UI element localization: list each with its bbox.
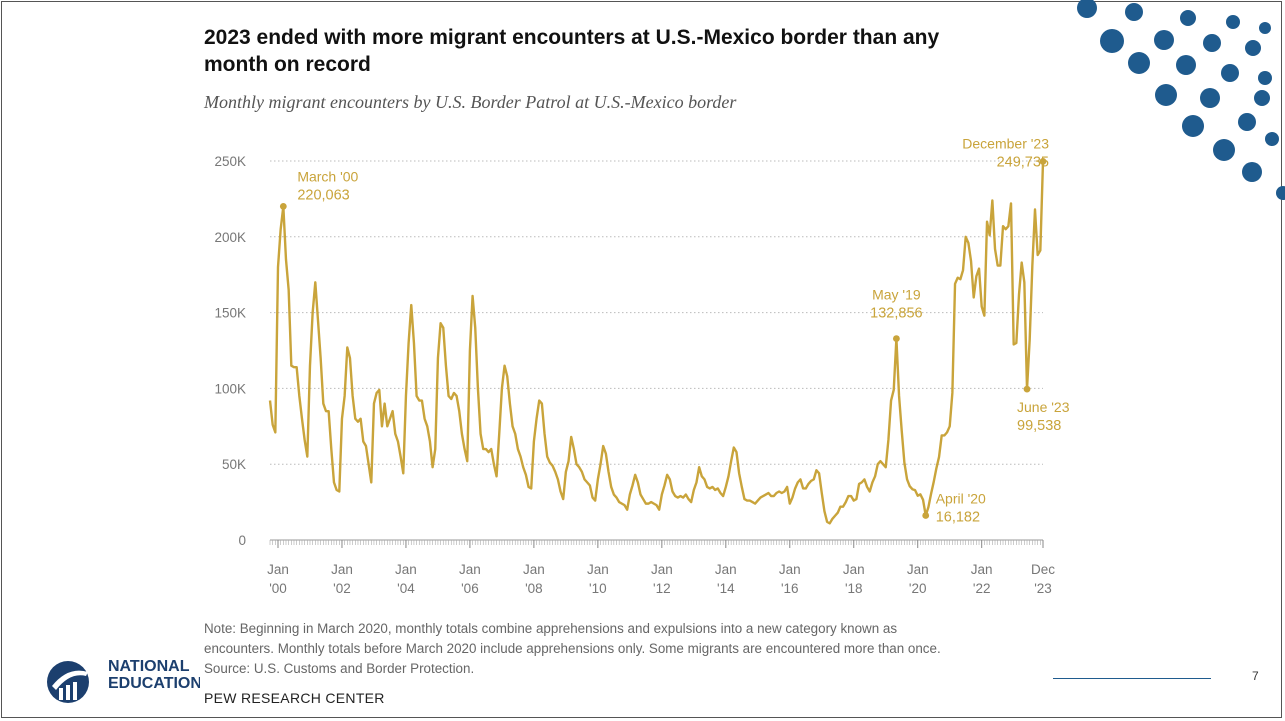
line-layer <box>268 161 1045 525</box>
decorative-dot <box>1180 10 1196 26</box>
decorative-dot <box>1182 115 1204 137</box>
decorative-dot <box>1226 15 1240 29</box>
chart-title: 2023 ended with more migrant encounters … <box>204 26 940 76</box>
annotation-value: 132,856 <box>870 306 922 322</box>
annotation-value: 249,735 <box>997 154 1049 170</box>
decorative-dot <box>1213 139 1235 161</box>
annotation-label: December '23 <box>962 135 1049 151</box>
x-tick-label: '04 <box>397 581 415 596</box>
annotation-marker <box>892 335 900 342</box>
x-tick-label: Jan <box>331 562 353 577</box>
x-tick-label: '06 <box>461 581 479 596</box>
decorative-dot <box>1254 90 1270 106</box>
annotation-label: April '20 <box>936 490 986 506</box>
x-tick-label: Jan <box>267 562 289 577</box>
x-tick-label: Dec <box>1031 562 1055 577</box>
decorative-dot <box>1125 3 1143 21</box>
axis-layer: 0 50K 100K 150K 200K 250K Jan '00 Jan '02 Jan '04 Ja… <box>214 154 1055 596</box>
x-tick-label: '08 <box>525 581 543 596</box>
source-line: Source: U.S. Customs and Border Protecti… <box>204 661 475 676</box>
torch-logo-icon <box>47 661 89 703</box>
annotation-marker <box>1039 158 1047 165</box>
annotation-marker <box>922 512 930 519</box>
decorative-dot <box>1200 88 1220 108</box>
x-tick-label: Jan <box>843 562 865 577</box>
decorative-dot <box>1242 162 1262 182</box>
x-tick-label: '20 <box>909 581 927 596</box>
footer-rule <box>1053 678 1211 679</box>
decorative-dot <box>1100 29 1124 53</box>
x-tick-label: Jan <box>779 562 801 577</box>
x-tick-label: '16 <box>781 581 799 596</box>
decorative-dot <box>1128 52 1150 74</box>
annotation-value: 220,063 <box>297 187 349 203</box>
x-tick-label: Jan <box>907 562 929 577</box>
x-tick-label: Jan <box>651 562 673 577</box>
annotation-value: 99,538 <box>1017 418 1061 434</box>
x-tick-label: Jan <box>395 562 417 577</box>
annotation-value: 16,182 <box>936 509 980 525</box>
y-tick-label: 150K <box>214 306 246 321</box>
logo-line-2: EDUCATION <box>108 675 200 692</box>
annotation-marker <box>279 202 287 210</box>
x-tick-label: '12 <box>653 581 671 596</box>
grid-layer <box>270 160 1043 465</box>
decorative-dot <box>1276 186 1285 200</box>
decorative-dot <box>1077 0 1097 18</box>
x-tick-label: '02 <box>333 581 351 596</box>
x-tick-label: '22 <box>973 581 991 596</box>
x-tick-label: '18 <box>845 581 863 596</box>
decorative-dot <box>1258 71 1272 85</box>
nea-logo: NATIONAL EDUCATION <box>46 658 201 706</box>
y-tick-label: 50K <box>222 457 246 472</box>
x-tick-label: '14 <box>717 581 735 596</box>
x-tick-label: Jan <box>715 562 737 577</box>
chart-subtitle: Monthly migrant encounters by U.S. Borde… <box>204 92 737 112</box>
x-tick-label: '10 <box>589 581 607 596</box>
decorative-dot <box>1203 34 1221 52</box>
y-tick-label: 250K <box>214 154 246 169</box>
x-tick-label: Jan <box>971 562 993 577</box>
note-line-1: Note: Beginning in March 2020, monthly t… <box>204 621 898 636</box>
decorative-dot <box>1265 132 1279 146</box>
x-tick-label: Jan <box>459 562 481 577</box>
x-tick-label: Jan <box>587 562 609 577</box>
logo-wordmark: NATIONAL EDUCATION <box>108 658 200 692</box>
decorative-dot <box>1154 30 1174 50</box>
x-tick-label: Jan <box>523 562 545 577</box>
annotation-label: March '00 <box>297 168 358 184</box>
annotation-label: May '19 <box>872 287 921 303</box>
page-number: 7 <box>1252 669 1259 683</box>
decorative-dot <box>1221 64 1239 82</box>
decorative-dot <box>1155 84 1177 106</box>
annotation-layer: March '00 220,063 May '19 132,856 April '20 1… <box>279 135 1070 525</box>
decorative-dot <box>1238 113 1256 131</box>
x-tick-label: '00 <box>269 581 287 596</box>
note-line-2: encounters. Monthly totals before March … <box>204 641 941 656</box>
decorative-dots <box>1077 0 1285 200</box>
y-tick-label: 200K <box>214 230 246 245</box>
annotation-marker <box>1023 385 1031 393</box>
line-chart: 0 50K 100K 150K 200K 250K Jan '00 Jan '02 Jan '04 Ja… <box>214 135 1070 596</box>
y-tick-label: 0 <box>238 533 246 548</box>
y-tick-label: 100K <box>214 381 246 396</box>
decorative-dot <box>1259 22 1271 34</box>
decorative-dot <box>1176 55 1196 75</box>
chart-note: Note: Beginning in March 2020, monthly t… <box>204 619 1044 679</box>
series-line <box>268 161 1045 525</box>
decorative-dot <box>1245 40 1261 56</box>
x-tick-label: '23 <box>1034 581 1052 596</box>
pew-research-center-credit: PEW RESEARCH CENTER <box>204 690 385 706</box>
annotation-label: June '23 <box>1017 399 1070 415</box>
logo-line-1: NATIONAL <box>108 658 190 675</box>
